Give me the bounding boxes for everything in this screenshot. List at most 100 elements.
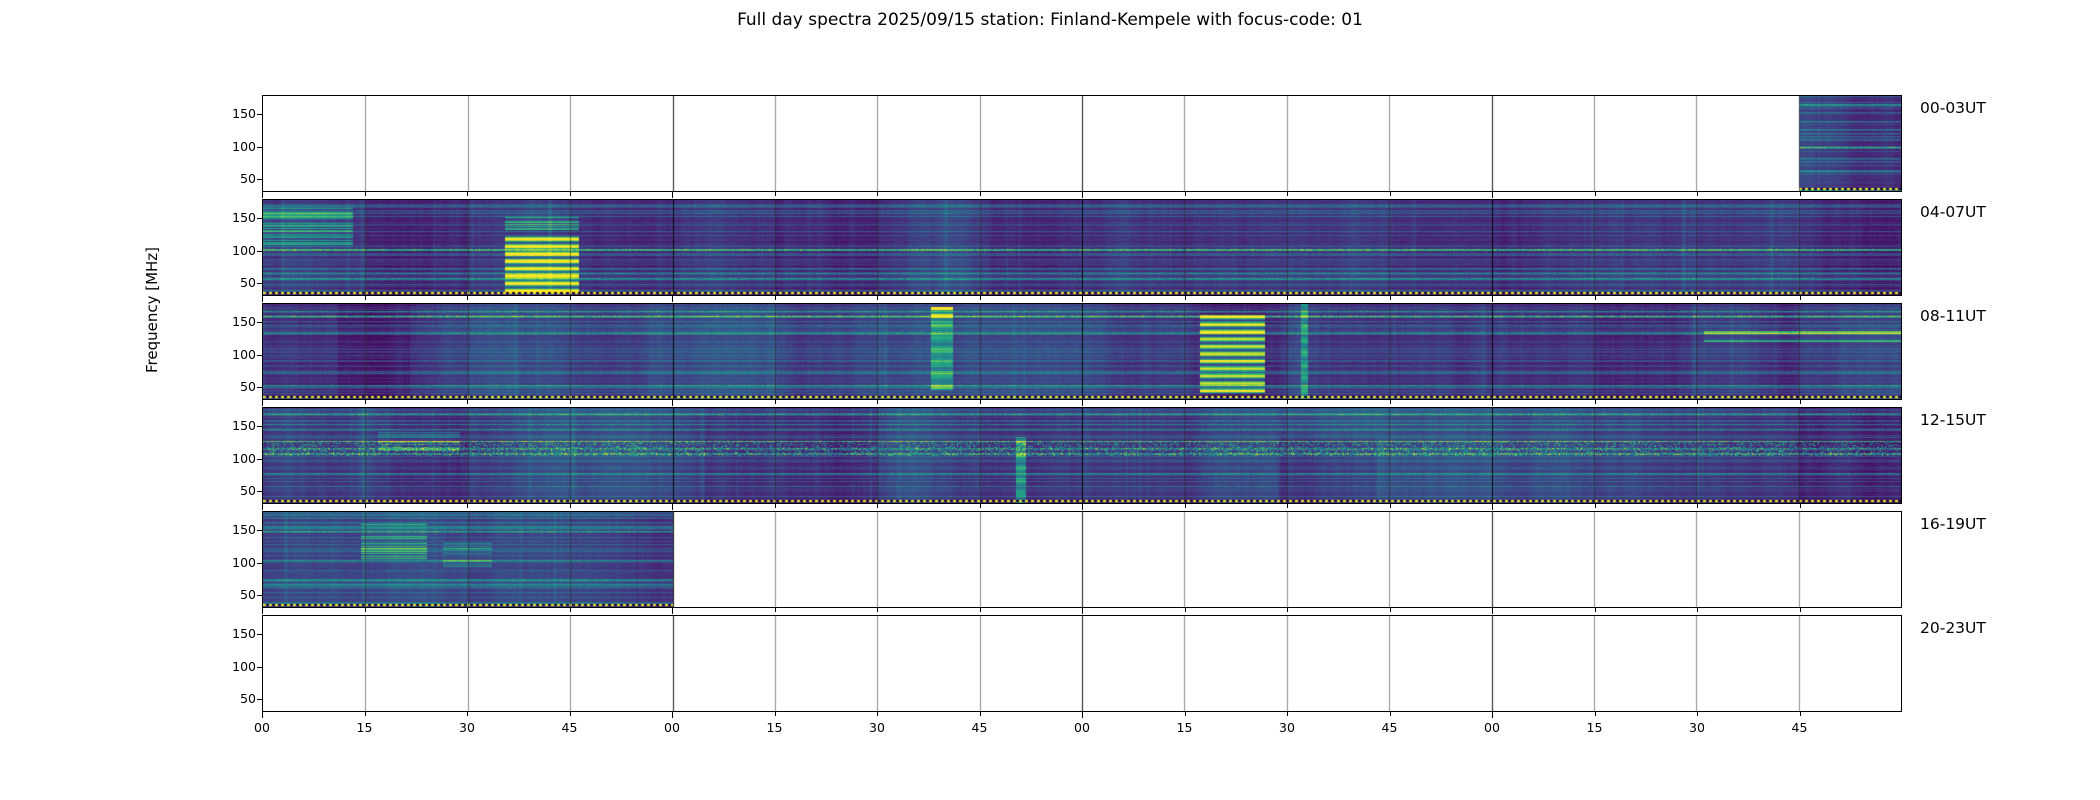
y-tick-label: 50 — [240, 171, 256, 187]
x-tick-mark — [364, 296, 366, 300]
x-tick-mark — [774, 296, 776, 300]
x-tick-mark — [262, 712, 263, 718]
spectrogram-panel — [262, 303, 1902, 400]
x-tick-label: 00 — [1074, 720, 1090, 735]
x-tick-mark — [1697, 400, 1698, 404]
spectrogram-canvas — [263, 616, 1901, 711]
x-tick-mark — [467, 504, 468, 508]
x-tick-mark — [569, 192, 571, 196]
x-tick-mark — [1697, 296, 1698, 300]
x-tick-mark — [364, 712, 366, 716]
spectrogram-panel — [262, 95, 1902, 192]
x-tick-mark — [1697, 608, 1698, 612]
y-tick-label: 150 — [232, 210, 256, 226]
x-tick-mark — [1287, 608, 1288, 612]
x-tick-mark — [774, 712, 776, 716]
spectrogram-panel — [262, 199, 1902, 296]
x-tick-mark — [672, 504, 673, 510]
y-tick-mark — [257, 491, 262, 493]
chart-title: Full day spectra 2025/09/15 station: Fin… — [737, 10, 1363, 30]
y-tick-mark — [257, 666, 262, 668]
y-tick-label: 50 — [240, 379, 256, 395]
spectrogram-canvas — [263, 304, 1901, 399]
y-tick-mark — [257, 322, 262, 324]
y-tick-mark — [257, 354, 262, 356]
y-tick-mark — [257, 426, 262, 428]
x-tick-mark — [1492, 400, 1493, 406]
y-tick-label: 50 — [240, 587, 256, 603]
spectrogram-panel — [262, 407, 1902, 504]
x-tick-mark — [1799, 608, 1801, 612]
x-tick-mark — [1697, 192, 1698, 196]
x-tick-mark — [979, 608, 981, 612]
x-tick-mark — [774, 192, 776, 196]
x-tick-label: 45 — [561, 720, 578, 735]
y-tick-label: 50 — [240, 275, 256, 291]
x-tick-label: 15 — [1176, 720, 1193, 735]
x-tick-mark — [877, 192, 878, 196]
y-tick-label: 150 — [232, 522, 256, 538]
x-tick-mark — [1184, 296, 1186, 300]
x-tick-mark — [1082, 192, 1083, 198]
x-tick-mark — [569, 712, 571, 716]
x-tick-mark — [1389, 400, 1391, 404]
x-tick-mark — [1082, 504, 1083, 510]
y-axis-label: Frequency [MHz] — [143, 246, 161, 374]
x-tick-mark — [774, 608, 776, 612]
x-tick-label: 00 — [254, 720, 270, 735]
x-tick-mark — [569, 296, 571, 300]
x-tick-mark — [467, 296, 468, 300]
panel-time-label: 00-03UT — [1920, 99, 1986, 117]
x-tick-mark — [1594, 400, 1596, 404]
x-tick-mark — [774, 400, 776, 404]
y-tick-mark — [257, 595, 262, 597]
x-tick-mark — [1799, 296, 1801, 300]
x-tick-mark — [877, 296, 878, 300]
x-tick-mark — [569, 608, 571, 612]
y-tick-label: 50 — [240, 483, 256, 499]
x-tick-mark — [1082, 712, 1083, 718]
x-tick-label: 45 — [971, 720, 988, 735]
x-tick-mark — [1492, 504, 1493, 510]
x-tick-mark — [1697, 712, 1698, 716]
x-tick-mark — [364, 504, 366, 508]
y-tick-mark — [257, 179, 262, 181]
x-tick-mark — [262, 608, 263, 614]
y-tick-label: 150 — [232, 418, 256, 434]
y-tick-mark — [257, 699, 262, 701]
y-tick-label: 100 — [232, 450, 256, 466]
x-tick-mark — [877, 712, 878, 716]
x-tick-mark — [1184, 192, 1186, 196]
x-tick-mark — [1594, 192, 1596, 196]
y-tick-label: 100 — [232, 346, 256, 362]
x-tick-mark — [364, 400, 366, 404]
x-tick-mark — [1287, 504, 1288, 508]
x-tick-mark — [1389, 608, 1391, 612]
y-tick-mark — [257, 146, 262, 148]
x-tick-mark — [1492, 712, 1493, 718]
x-tick-mark — [364, 192, 366, 196]
y-tick-label: 150 — [232, 106, 256, 122]
y-tick-label: 100 — [232, 242, 256, 258]
x-tick-label: 30 — [1689, 720, 1705, 735]
x-tick-mark — [1594, 296, 1596, 300]
x-tick-mark — [672, 296, 673, 302]
y-tick-label: 100 — [232, 658, 256, 674]
x-tick-mark — [1287, 400, 1288, 404]
x-tick-mark — [1184, 712, 1186, 716]
x-tick-mark — [467, 608, 468, 612]
x-tick-mark — [1799, 504, 1801, 508]
y-tick-mark — [257, 530, 262, 532]
x-tick-mark — [1389, 192, 1391, 196]
x-tick-mark — [672, 608, 673, 614]
x-tick-mark — [467, 400, 468, 404]
x-tick-mark — [1799, 712, 1801, 716]
x-tick-mark — [569, 504, 571, 508]
x-tick-mark — [979, 296, 981, 300]
x-tick-mark — [262, 504, 263, 510]
x-tick-label: 30 — [459, 720, 475, 735]
x-tick-mark — [1799, 400, 1801, 404]
y-tick-mark — [257, 250, 262, 252]
x-tick-mark — [979, 400, 981, 404]
panel-time-label: 16-19UT — [1920, 515, 1986, 533]
